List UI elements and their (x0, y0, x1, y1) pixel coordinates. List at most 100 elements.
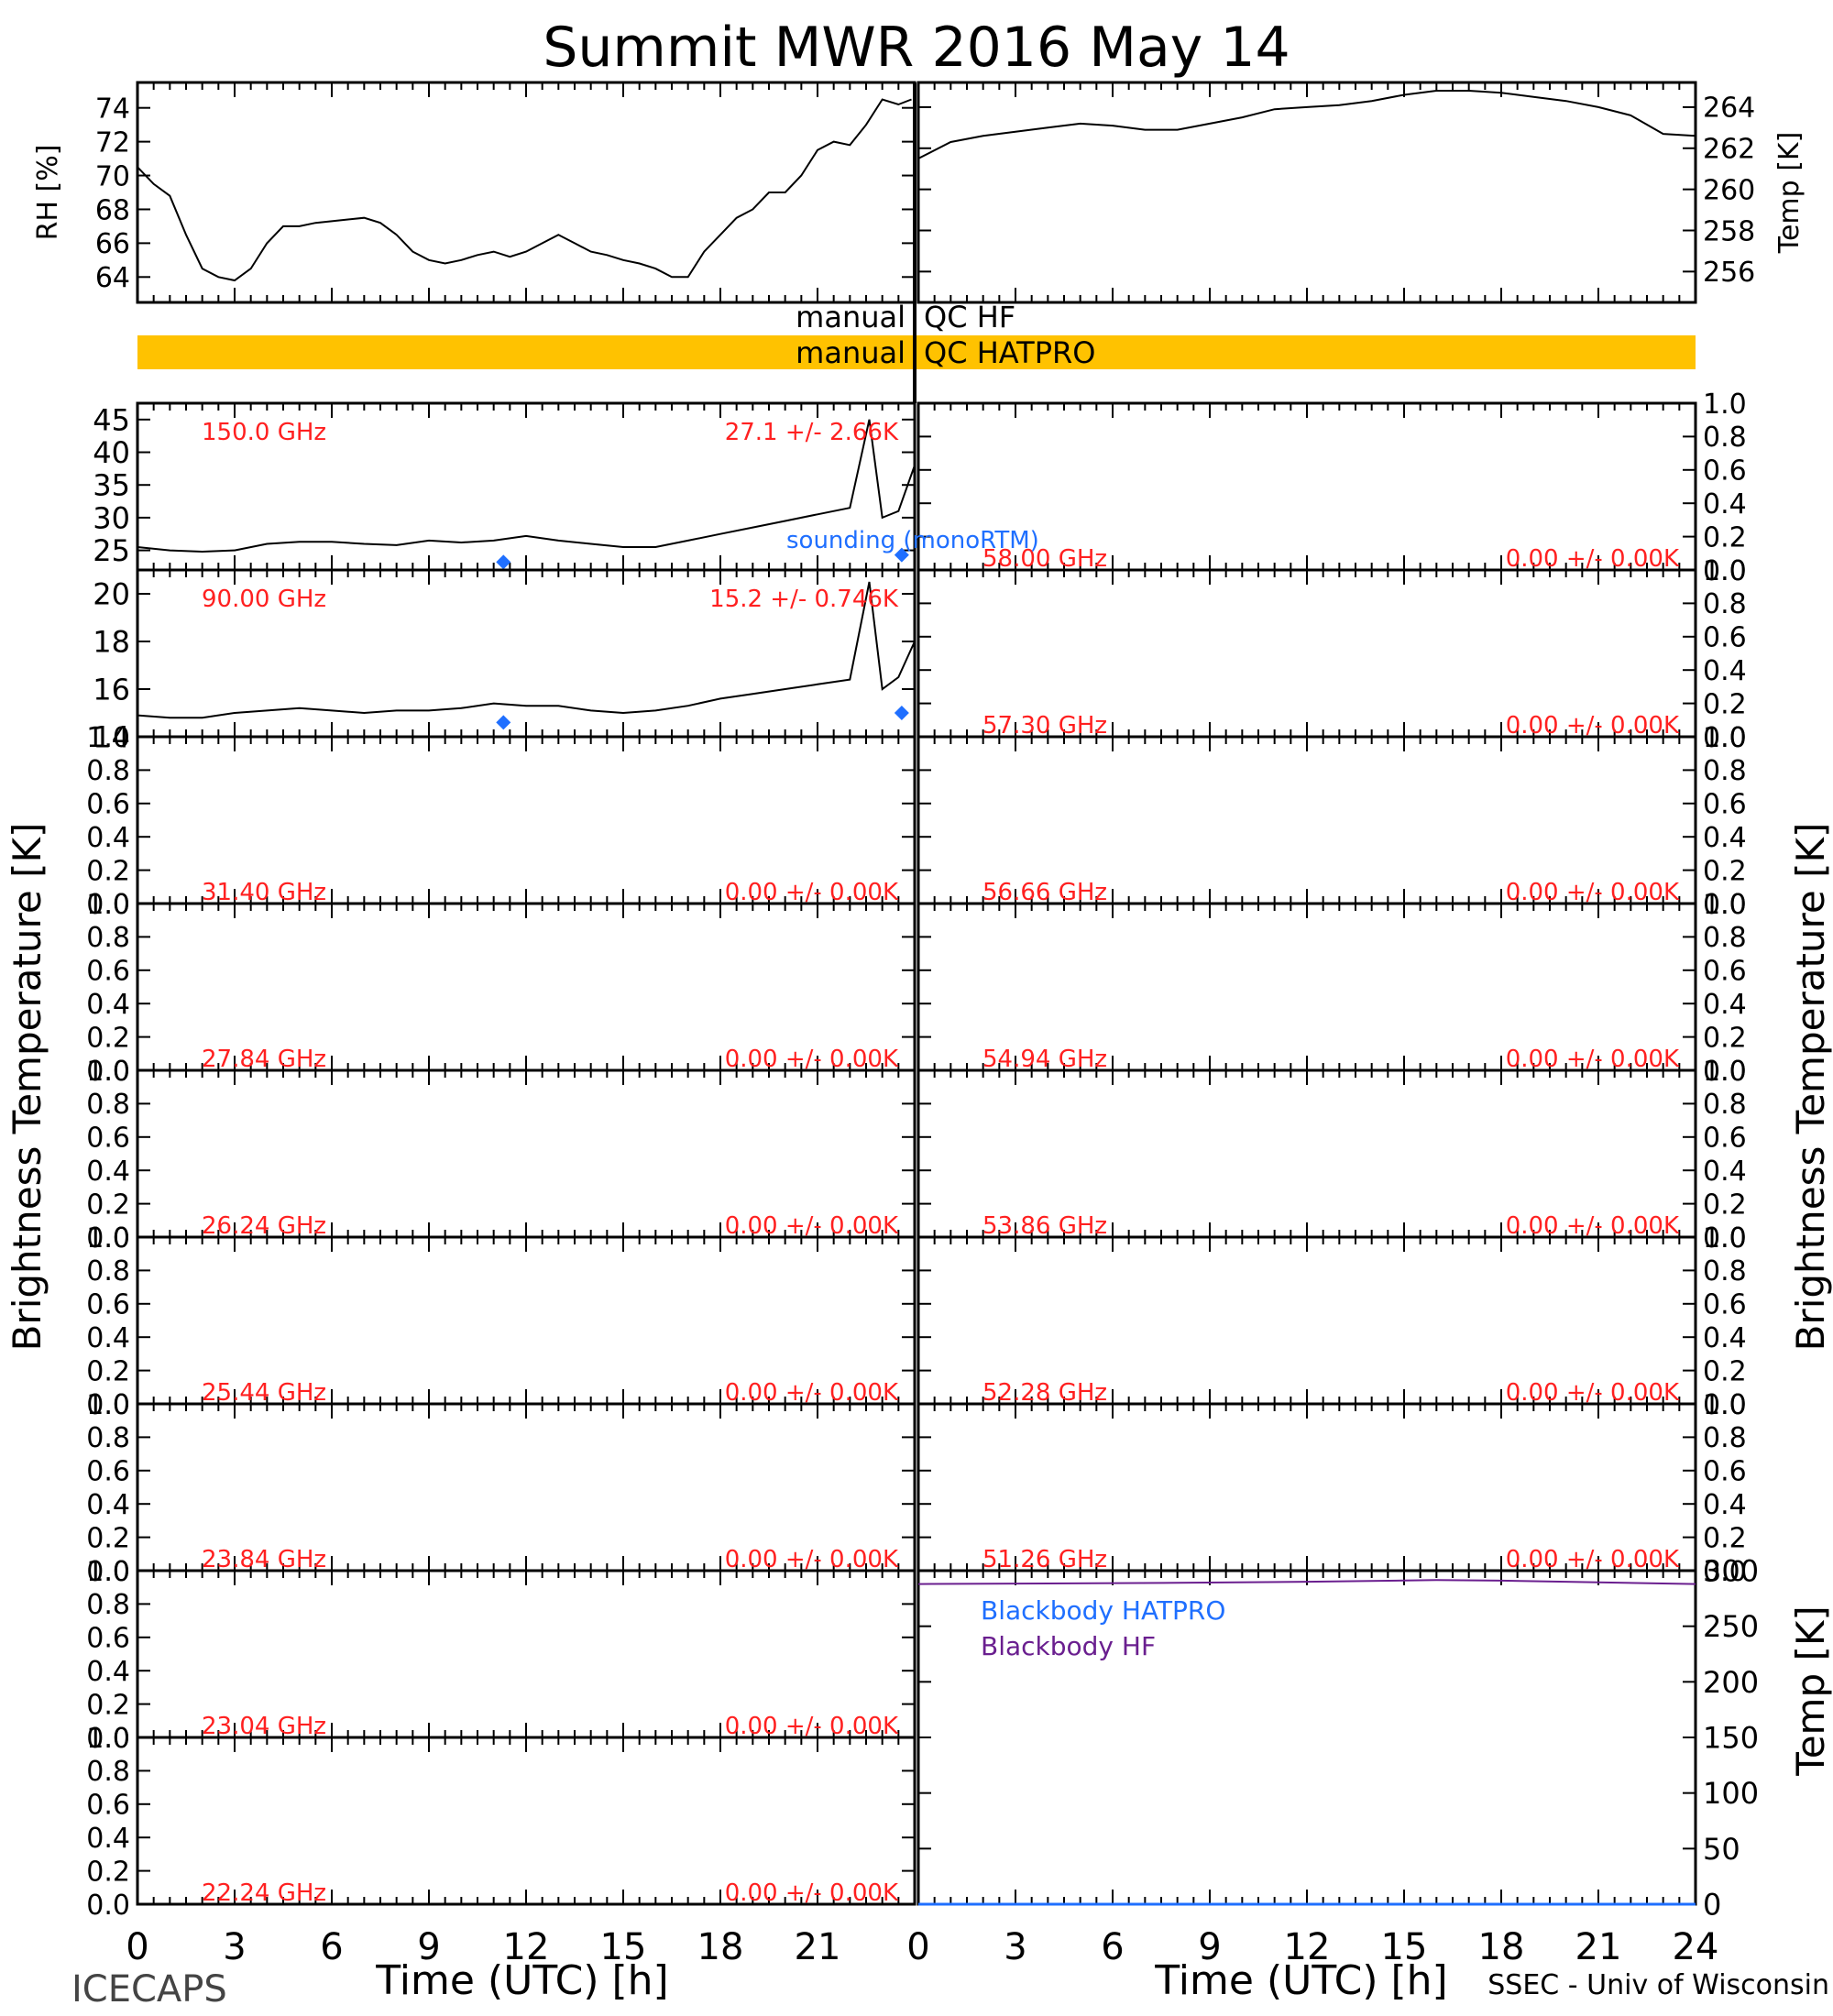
y-tick-label: 0.0 (86, 1556, 130, 1588)
y-tick-label: 0.2 (86, 1355, 130, 1387)
qc-hatpro-left: manual (796, 335, 906, 370)
y-tick-label: 150 (1703, 1721, 1759, 1756)
channel-label: 23.04 GHz (202, 1713, 326, 1740)
tb-right-axis-label: Brightness Temperature [K] (1788, 823, 1833, 1352)
y-tick-label: 0.6 (1703, 622, 1747, 654)
x-tick-label: 12 (1284, 1926, 1331, 1968)
y-tick-label: 1.0 (1703, 389, 1747, 421)
y-tick-label: 14 (93, 720, 130, 755)
channel-label: 23.84 GHz (202, 1546, 326, 1573)
blackbody-hf-legend: Blackbody HF (981, 1631, 1156, 1661)
y-tick-label: 0.4 (86, 822, 130, 854)
y-tick-label: 0.4 (1703, 1322, 1747, 1354)
y-tick-label: 0.6 (86, 1790, 130, 1822)
x-tick-label: 3 (223, 1926, 246, 1968)
y-tick-label: 0.6 (1703, 956, 1747, 988)
y-tick-label: 68 (95, 194, 130, 226)
tb-90-line (137, 581, 916, 719)
plot-frame-rh (136, 81, 916, 304)
y-tick-label: 0.2 (86, 1522, 130, 1554)
y-tick-label: 256 (1703, 257, 1755, 289)
x-tick-label: 6 (320, 1926, 343, 1968)
channel-stat: 0.00 +/- 0.00K (1506, 545, 1680, 573)
y-tick-label: 0 (1703, 1888, 1721, 1923)
sounding-legend: sounding (monoRTM) (786, 527, 1039, 554)
channel-stat: 0.00 +/- 0.00K (725, 1879, 899, 1907)
channel-stat: 0.00 +/- 0.00K (1506, 712, 1680, 740)
y-tick-label: 0.0 (1703, 1389, 1747, 1421)
y-tick-label: 1.0 (86, 1556, 130, 1588)
y-tick-label: 0.6 (1703, 455, 1747, 488)
x-tick-label: 0 (906, 1926, 929, 1968)
y-tick-label: 0.4 (1703, 488, 1747, 520)
y-tick-label: 264 (1703, 93, 1755, 125)
channel-stat: 0.00 +/- 0.00K (725, 1713, 899, 1740)
y-tick-label: 300 (1703, 1554, 1759, 1589)
surface-temp-line (917, 90, 1696, 159)
y-tick-label: 0.6 (1703, 1289, 1747, 1321)
x-tick-label: 18 (697, 1926, 744, 1968)
rh-line (137, 98, 912, 282)
y-tick-label: 0.4 (86, 1823, 130, 1855)
y-tick-label: 0.8 (1703, 1255, 1747, 1287)
y-tick-label: 74 (95, 93, 130, 125)
y-tick-label: 1.0 (86, 1056, 130, 1088)
y-tick-label: 0.2 (86, 1189, 130, 1221)
y-tick-label: 250 (1703, 1609, 1759, 1644)
y-tick-label: 0.2 (1703, 855, 1747, 887)
channel-stat: 0.00 +/- 0.00K (1506, 1046, 1680, 1073)
x-tick-label: 12 (503, 1926, 550, 1968)
y-tick-label: 16 (93, 673, 130, 707)
channel-stat: 0.00 +/- 0.00K (725, 879, 899, 906)
tb-150-line (137, 419, 916, 553)
channel-label: 57.30 GHz (982, 712, 1107, 740)
channel-stat: 0.00 +/- 0.00K (1506, 1546, 1680, 1573)
y-tick-label: 0.2 (86, 855, 130, 887)
qc-hatpro-right: QC HATPRO (924, 335, 1095, 370)
channel-stat: 0.00 +/- 0.00K (1506, 1212, 1680, 1240)
y-tick-label: 30 (93, 500, 130, 535)
y-tick-label: 260 (1703, 174, 1755, 206)
y-tick-label: 45 (93, 402, 130, 437)
x-tick-label: 15 (600, 1926, 647, 1968)
channel-label: 25.44 GHz (202, 1379, 326, 1407)
channel-stat: 0.00 +/- 0.00K (725, 1379, 899, 1407)
y-tick-label: 1.0 (86, 1222, 130, 1255)
y-tick-label: 0.4 (1703, 1156, 1747, 1188)
y-tick-label: 0.8 (86, 1422, 130, 1454)
y-tick-label: 0.6 (1703, 1123, 1747, 1155)
y-tick-label: 0.8 (1703, 755, 1747, 787)
sounding-marker (894, 706, 909, 720)
y-tick-label: 0.8 (1703, 1089, 1747, 1121)
y-tick-label: 0.6 (86, 956, 130, 988)
y-tick-label: 0.0 (86, 1389, 130, 1421)
channel-label: 58.00 GHz (982, 545, 1107, 573)
y-tick-label: 0.0 (1703, 1222, 1747, 1255)
y-tick-label: 0.8 (1703, 422, 1747, 454)
channel-label: 53.86 GHz (982, 1212, 1107, 1240)
sounding-marker (894, 547, 909, 563)
channel-label: 150.0 GHz (202, 419, 326, 446)
y-tick-label: 0.4 (86, 989, 130, 1021)
x-tick-label: 9 (417, 1926, 440, 1968)
qc-hf-right: QC HF (924, 300, 1015, 334)
channel-stat: 0.00 +/- 0.00K (725, 1046, 899, 1073)
y-tick-label: 1.0 (1703, 889, 1747, 921)
y-tick-label: 0.8 (86, 1589, 130, 1621)
blackbody-hf-line (917, 1579, 1696, 1585)
y-tick-label: 0.6 (1703, 789, 1747, 821)
y-tick-label: 0.2 (1703, 1189, 1747, 1221)
plot-frame-surface-temp (916, 81, 1697, 304)
y-tick-label: 0.6 (1703, 1456, 1747, 1488)
y-tick-label: 35 (93, 468, 130, 503)
y-tick-label: 1.0 (86, 1389, 130, 1421)
y-tick-label: 0.0 (86, 1056, 130, 1088)
y-tick-label: 64 (95, 262, 130, 294)
y-tick-label: 0.0 (86, 889, 130, 921)
y-tick-label: 0.0 (1703, 889, 1747, 921)
time-right-axis-label: Time (UTC) [h] (1154, 1957, 1447, 2004)
channel-stat: 15.2 +/- 0.746K (709, 586, 899, 613)
footer-right: SSEC - Univ of Wisconsin (1487, 1969, 1829, 2001)
